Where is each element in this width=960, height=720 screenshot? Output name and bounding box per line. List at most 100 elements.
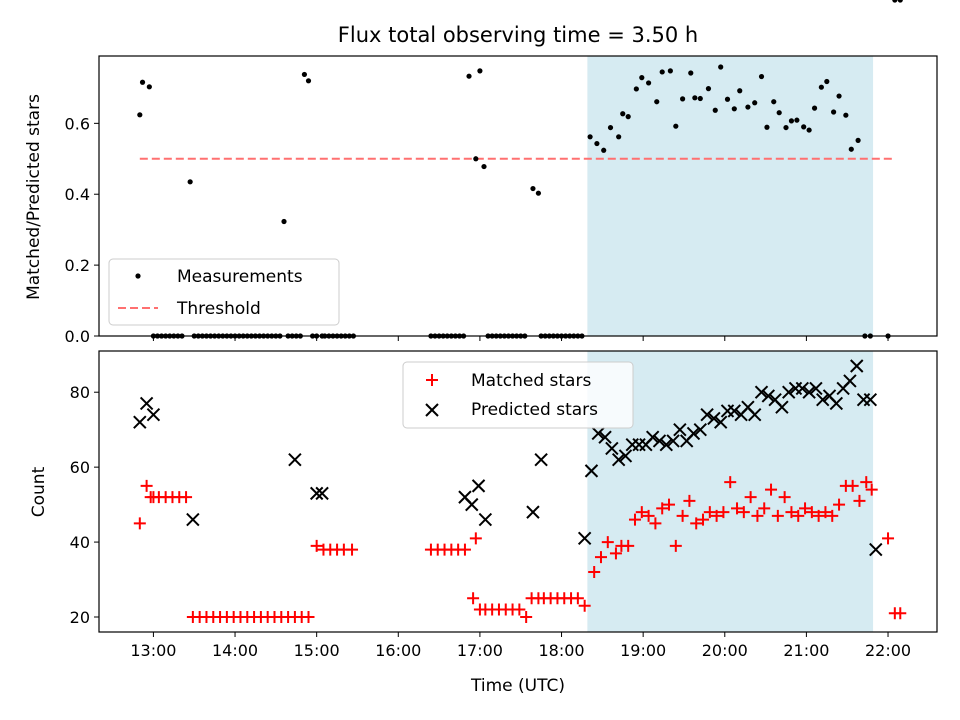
matched-star-point — [628, 513, 641, 526]
matched-star-point — [737, 506, 750, 519]
measurement-point — [745, 104, 751, 110]
measurement-point — [466, 73, 472, 79]
y-tick-label: 0.4 — [65, 185, 90, 204]
measurement-point — [601, 147, 607, 153]
ratio-axes-frame — [98, 55, 938, 337]
predicted-star-point — [754, 385, 769, 399]
measurement-point — [625, 114, 631, 120]
predicted-star-point — [795, 381, 810, 396]
x-tick-label: 14:00 — [212, 641, 258, 660]
measurement-point — [764, 124, 770, 130]
observing-window-span — [587, 56, 874, 336]
predicted-star-point — [659, 437, 673, 452]
measurement-point — [673, 123, 679, 129]
predicted-star-point — [700, 407, 714, 422]
measurement-point — [139, 79, 146, 85]
predicted-star-point — [782, 385, 796, 399]
measurement-point — [473, 156, 479, 162]
measurement-point — [806, 127, 812, 133]
measurement-point — [801, 124, 807, 130]
predicted-star-point — [707, 411, 721, 426]
measurement-point — [692, 95, 698, 101]
x-tick-label: 20:00 — [702, 641, 748, 660]
legend-measurements-label: Measurements — [177, 267, 303, 287]
matched-star-point — [697, 513, 710, 526]
predicted-star-point — [863, 392, 878, 407]
predicted-star-point — [471, 479, 486, 493]
matched-star-point — [683, 494, 696, 507]
ratio-y-axis-label: Matched/Predicted stars — [24, 94, 44, 300]
measurement-point — [737, 88, 743, 94]
matched-star-point — [458, 543, 471, 556]
x-tick-label: 19:00 — [620, 641, 666, 660]
matched-star-point — [469, 532, 482, 545]
predicted-star-point — [133, 415, 147, 429]
legend-threshold-label: Threshold — [176, 299, 261, 319]
measurement-point — [776, 110, 782, 116]
measurement-point — [892, 0, 898, 3]
legend-predicted-label: Predicted stars — [471, 400, 598, 420]
matched-star-point — [676, 509, 689, 522]
matched-star-point — [594, 551, 607, 564]
count-y-axis-label: Count — [29, 466, 49, 517]
predicted-star-point — [534, 452, 548, 467]
measurement-point — [731, 106, 737, 112]
measurement-point — [659, 69, 665, 75]
matched-star-point — [846, 479, 859, 492]
predicted-star-point — [850, 359, 864, 373]
predicted-star-point — [713, 415, 728, 429]
x-axis-label: Time (UTC) — [470, 676, 565, 696]
legend-matched-marker — [426, 374, 438, 386]
measurement-point — [897, 0, 903, 3]
predicted-stars-points — [133, 359, 883, 557]
matched-star-point — [663, 498, 676, 511]
predicted-star-point — [605, 441, 619, 456]
y-tick-label: 0.0 — [65, 327, 90, 346]
predicted-star-point — [186, 512, 200, 527]
measurement-point — [481, 163, 487, 170]
measurement-point — [712, 107, 718, 113]
measurement-point — [718, 64, 724, 70]
count-y-ticks: 20 40 60 80 — [70, 383, 99, 627]
measurement-point — [633, 86, 639, 92]
measurement-point — [697, 95, 703, 102]
matched-star-point — [133, 517, 146, 530]
matched-star-point — [758, 502, 771, 515]
measurement-point — [305, 78, 312, 84]
y-tick-label: 20 — [70, 608, 90, 627]
measurement-point — [530, 185, 536, 192]
ratio-legend: Measurements Threshold — [108, 258, 340, 326]
x-tick-label: 18:00 — [538, 641, 584, 660]
measurement-point — [848, 146, 854, 152]
measurement-point — [824, 78, 830, 85]
measurement-point — [771, 99, 777, 105]
ratio-x-ticks — [152, 336, 889, 341]
matched-star-point — [853, 494, 866, 507]
measurement-point — [146, 84, 152, 90]
predicted-star-point — [829, 396, 844, 411]
measurement-point — [594, 140, 600, 147]
matched-star-point — [310, 539, 323, 552]
measurement-point — [831, 109, 837, 115]
predicted-star-point — [478, 512, 493, 527]
ratio-legend-box — [108, 258, 340, 326]
measurement-point — [688, 70, 694, 76]
matched-star-point — [601, 536, 614, 549]
count-legend: Matched stars Predicted stars — [402, 361, 634, 429]
predicted-star-point — [618, 449, 633, 463]
measurement-point — [667, 68, 673, 74]
predicted-star-point — [526, 505, 540, 519]
predicted-star-point — [673, 422, 687, 437]
matched-star-point — [826, 509, 839, 522]
matched-star-point — [571, 592, 584, 605]
measurement-point — [705, 86, 712, 92]
x-tick-label: 16:00 — [375, 641, 421, 660]
predicted-star-point — [809, 381, 823, 396]
matched-star-point — [812, 509, 825, 522]
legend-measurements-marker — [135, 273, 141, 279]
matched-star-point — [703, 506, 716, 519]
matched-star-point — [805, 506, 818, 519]
predicted-star-point — [693, 422, 707, 437]
measurement-point — [645, 80, 652, 86]
matched-star-point — [819, 506, 832, 519]
